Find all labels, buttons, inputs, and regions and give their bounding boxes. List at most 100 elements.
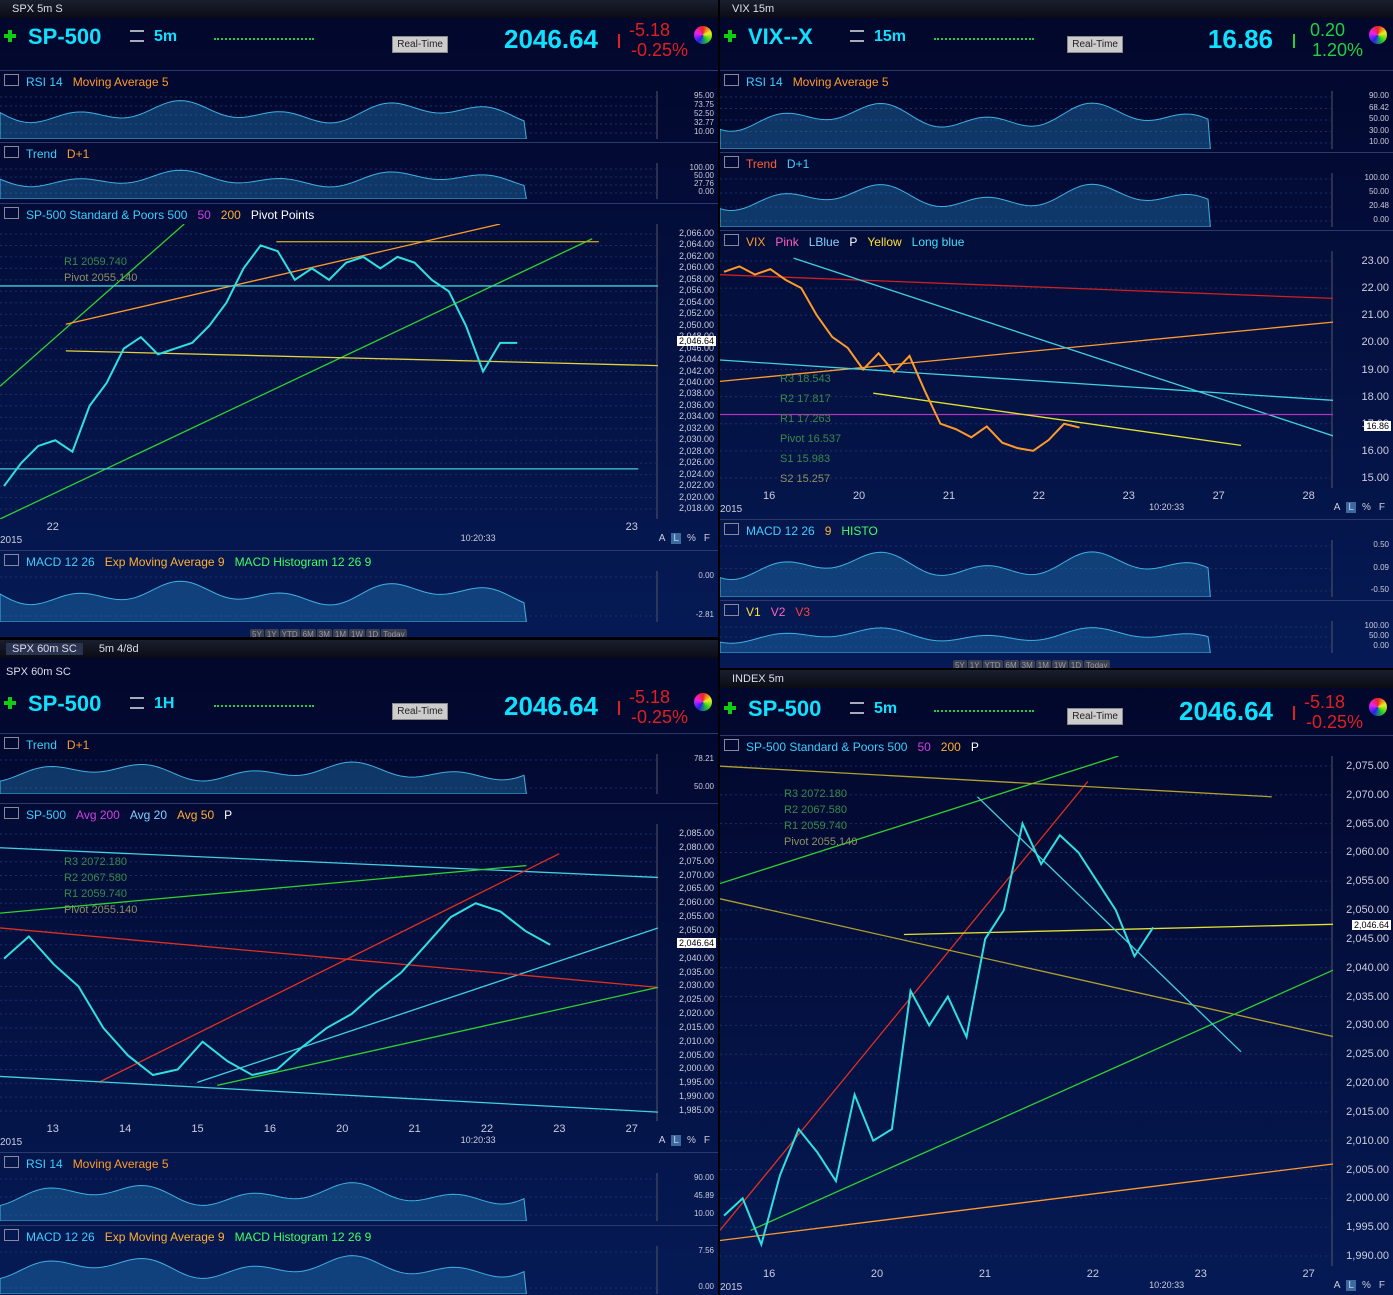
realtime-button[interactable]: Real-Time <box>392 36 448 53</box>
indicator-label[interactable]: MACD 12 26 <box>26 555 95 569</box>
indicator-label[interactable]: VIX <box>746 235 766 249</box>
symbol[interactable]: SP-500 <box>28 691 102 716</box>
indicator-label[interactable]: MACD 12 26 <box>26 1230 95 1244</box>
scale-button[interactable]: % <box>1361 1280 1371 1291</box>
indicator-label[interactable]: Exp Moving Average 9 <box>104 1230 225 1244</box>
scale-button[interactable]: F <box>1378 502 1385 513</box>
scale-button[interactable]: A <box>658 533 666 544</box>
indicator-label[interactable]: RSI 14 <box>26 1157 63 1171</box>
scale-button[interactable]: % <box>686 533 696 544</box>
indicator-label[interactable]: HISTO <box>841 524 878 538</box>
interval[interactable]: 5m <box>154 28 178 45</box>
range-button[interactable]: 5Y <box>952 660 967 668</box>
tab[interactable]: VIX 15m <box>732 3 775 15</box>
scale-button[interactable]: L <box>671 533 681 544</box>
scale-button[interactable]: L <box>1346 1280 1356 1291</box>
realtime-button[interactable]: Real-Time <box>392 703 448 720</box>
scale-button[interactable]: A <box>1333 1280 1341 1291</box>
close-box[interactable] <box>724 234 739 246</box>
close-box[interactable] <box>724 523 739 535</box>
realtime-button[interactable]: Real-Time <box>1067 708 1123 725</box>
indicator-label[interactable]: 200 <box>940 740 961 754</box>
indicator-label[interactable]: Trend <box>746 157 777 171</box>
range-button[interactable]: 6M <box>1003 660 1019 668</box>
indicator-label[interactable]: D+1 <box>66 738 90 752</box>
range-button[interactable]: 3M <box>1019 660 1035 668</box>
indicator-label[interactable]: MACD Histogram 12 26 9 <box>234 1230 372 1244</box>
scale-button[interactable]: L <box>1346 502 1356 513</box>
color-wheel[interactable] <box>694 26 712 44</box>
tab[interactable]: 5m 4/8d <box>98 643 139 655</box>
close-box[interactable] <box>4 737 19 749</box>
range-button[interactable]: 1Y <box>264 629 279 637</box>
scale-button[interactable]: F <box>1378 1280 1385 1291</box>
indicator-label[interactable]: Trend <box>26 738 57 752</box>
indicator-label[interactable]: Yellow <box>867 235 902 249</box>
color-wheel[interactable] <box>1369 698 1387 716</box>
add-icon[interactable] <box>724 30 736 42</box>
indicator-label[interactable]: SP-500 Standard & Poors 500 <box>26 208 188 222</box>
range-button[interactable]: YTD <box>982 660 1003 668</box>
indicator-label[interactable]: D+1 <box>786 157 810 171</box>
indicator-label[interactable]: RSI 14 <box>26 75 63 89</box>
indicator-label[interactable]: Avg 20 <box>129 808 168 822</box>
range-button[interactable]: 1M <box>332 629 348 637</box>
close-box[interactable] <box>724 74 739 86</box>
scale-button[interactable]: % <box>1361 502 1371 513</box>
scale-button[interactable]: L <box>671 1135 681 1146</box>
range-button[interactable]: 5Y <box>250 629 264 637</box>
indicator-label[interactable]: V3 <box>795 605 811 619</box>
indicator-label[interactable]: Moving Average 5 <box>792 75 889 89</box>
indicator-label[interactable]: MACD 12 26 <box>746 524 815 538</box>
range-button[interactable]: 1M <box>1035 660 1051 668</box>
add-icon[interactable] <box>4 697 16 709</box>
indicator-label[interactable]: P <box>970 740 979 754</box>
color-wheel[interactable] <box>694 693 712 711</box>
indicator-label[interactable]: Exp Moving Average 9 <box>104 555 225 569</box>
close-box[interactable] <box>4 1229 19 1241</box>
indicator-label[interactable]: Long blue <box>911 235 965 249</box>
indicator-label[interactable]: SP-500 Standard & Poors 500 <box>746 740 908 754</box>
indicator-label[interactable]: MACD Histogram 12 26 9 <box>234 555 372 569</box>
indicator-label[interactable]: V2 <box>770 605 786 619</box>
indicator-label[interactable]: Avg 50 <box>177 808 215 822</box>
indicator-label[interactable]: Trend <box>26 147 57 161</box>
close-box[interactable] <box>724 739 739 751</box>
indicator-label[interactable]: RSI 14 <box>746 75 783 89</box>
indicator-label[interactable]: 50 <box>197 208 211 222</box>
range-button[interactable]: 6M <box>300 629 316 637</box>
range-button[interactable]: 1W <box>349 629 365 637</box>
close-box[interactable] <box>4 207 19 219</box>
indicator-label[interactable]: Avg 200 <box>76 808 120 822</box>
close-box[interactable] <box>724 604 739 616</box>
indicator-label[interactable]: LBlue <box>808 235 840 249</box>
symbol[interactable]: VIX--X <box>748 24 813 49</box>
add-icon[interactable] <box>724 702 736 714</box>
range-button[interactable]: 1Y <box>967 660 982 668</box>
add-icon[interactable] <box>4 30 16 42</box>
scale-button[interactable]: F <box>703 1135 710 1146</box>
range-button[interactable]: YTD <box>279 629 300 637</box>
tab[interactable]: SPX 60m SC <box>6 643 83 655</box>
close-box[interactable] <box>4 807 19 819</box>
indicator-label[interactable]: SP-500 <box>26 808 67 822</box>
indicator-label[interactable]: V1 <box>746 605 761 619</box>
scale-button[interactable]: F <box>703 533 710 544</box>
close-box[interactable] <box>4 1156 19 1168</box>
scale-button[interactable]: % <box>686 1135 696 1146</box>
symbol[interactable]: SP-500 <box>748 696 822 721</box>
tab[interactable]: SPX 5m S <box>12 3 63 15</box>
color-wheel[interactable] <box>1369 26 1387 44</box>
indicator-label[interactable]: Moving Average 5 <box>72 75 169 89</box>
range-button[interactable]: 1D <box>366 629 381 637</box>
indicator-label[interactable]: Moving Average 5 <box>72 1157 169 1171</box>
symbol[interactable]: SP-500 <box>28 24 102 49</box>
range-button[interactable]: Today <box>1084 660 1110 668</box>
realtime-button[interactable]: Real-Time <box>1067 36 1123 53</box>
interval[interactable]: 1H <box>154 695 175 712</box>
indicator-label[interactable]: Pink <box>775 235 799 249</box>
indicator-label[interactable]: Pivot Points <box>250 208 315 222</box>
indicator-label[interactable]: P <box>224 808 233 822</box>
indicator-label[interactable]: 200 <box>220 208 241 222</box>
indicator-label[interactable]: P <box>849 235 858 249</box>
